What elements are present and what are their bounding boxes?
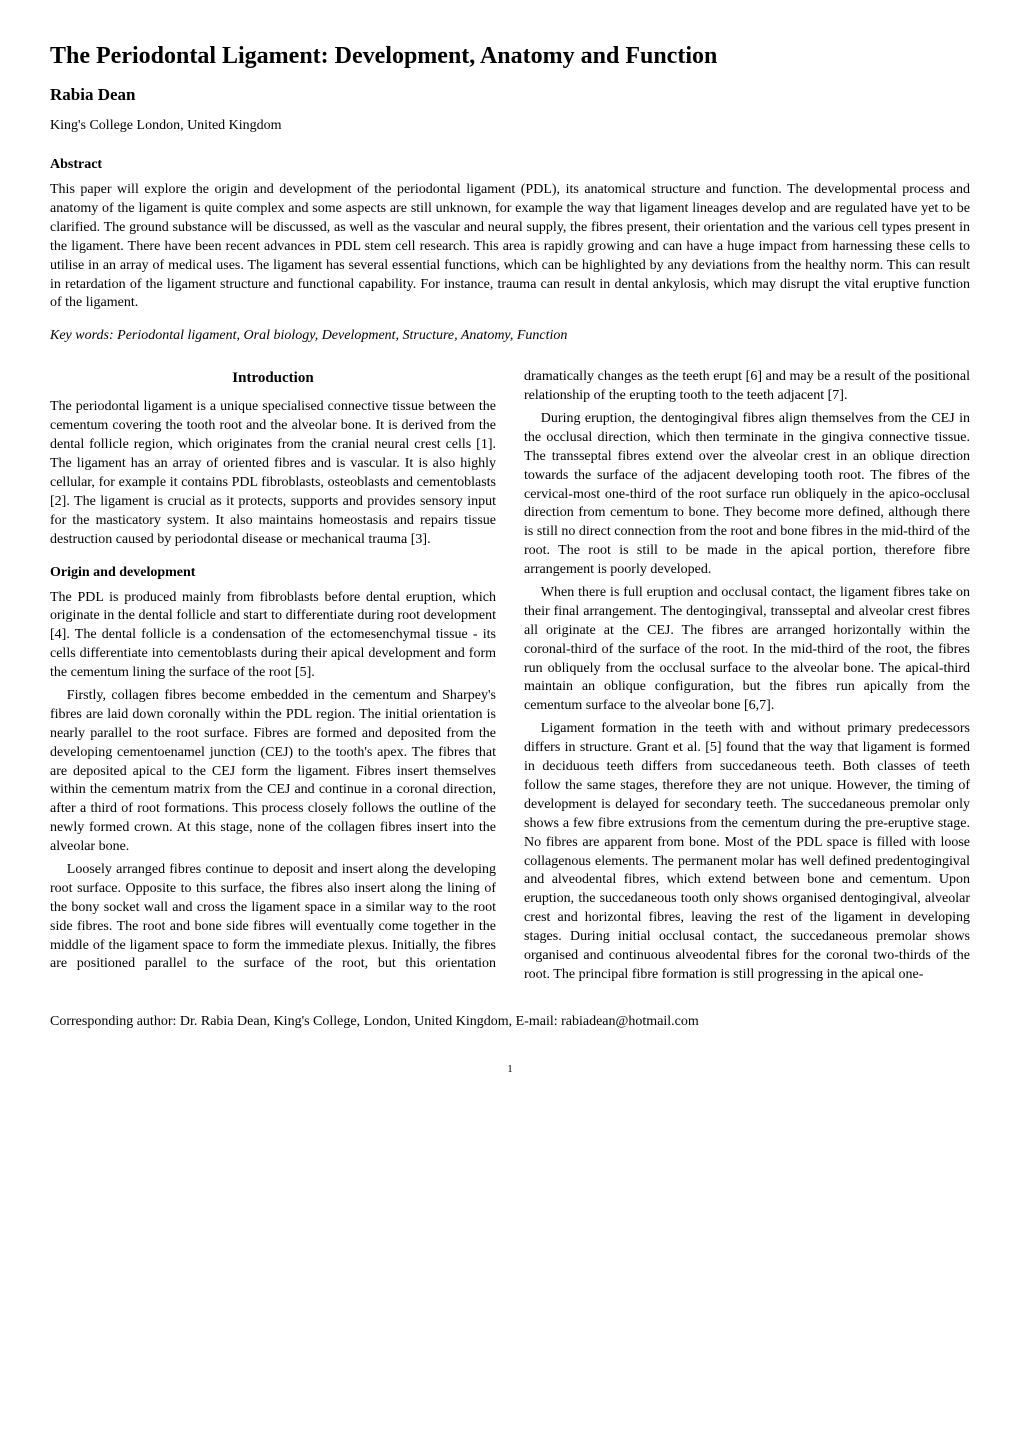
paper-title: The Periodontal Ligament: Development, A… — [50, 40, 970, 72]
page-number: 1 — [50, 1062, 970, 1077]
corresponding-author: Corresponding author: Dr. Rabia Dean, Ki… — [50, 1013, 970, 1032]
body-paragraph: During eruption, the dentogingival fibre… — [524, 410, 970, 580]
abstract-text: This paper will explore the origin and d… — [50, 181, 970, 313]
author-name: Rabia Dean — [50, 84, 970, 107]
body-paragraph: When there is full eruption and occlusal… — [524, 584, 970, 716]
subsection-heading-origin: Origin and development — [50, 564, 496, 583]
author-affiliation: King's College London, United Kingdom — [50, 117, 970, 136]
body-columns: Introduction The periodontal ligament is… — [50, 368, 970, 985]
abstract-heading: Abstract — [50, 156, 970, 175]
introduction-heading: Introduction — [50, 368, 496, 388]
body-paragraph: Firstly, collagen fibres become embedded… — [50, 687, 496, 857]
keywords: Key words: Periodontal ligament, Oral bi… — [50, 327, 970, 346]
body-paragraph: The periodontal ligament is a unique spe… — [50, 398, 496, 549]
body-paragraph: Ligament formation in the teeth with and… — [524, 720, 970, 984]
body-paragraph: The PDL is produced mainly from fibrobla… — [50, 589, 496, 683]
